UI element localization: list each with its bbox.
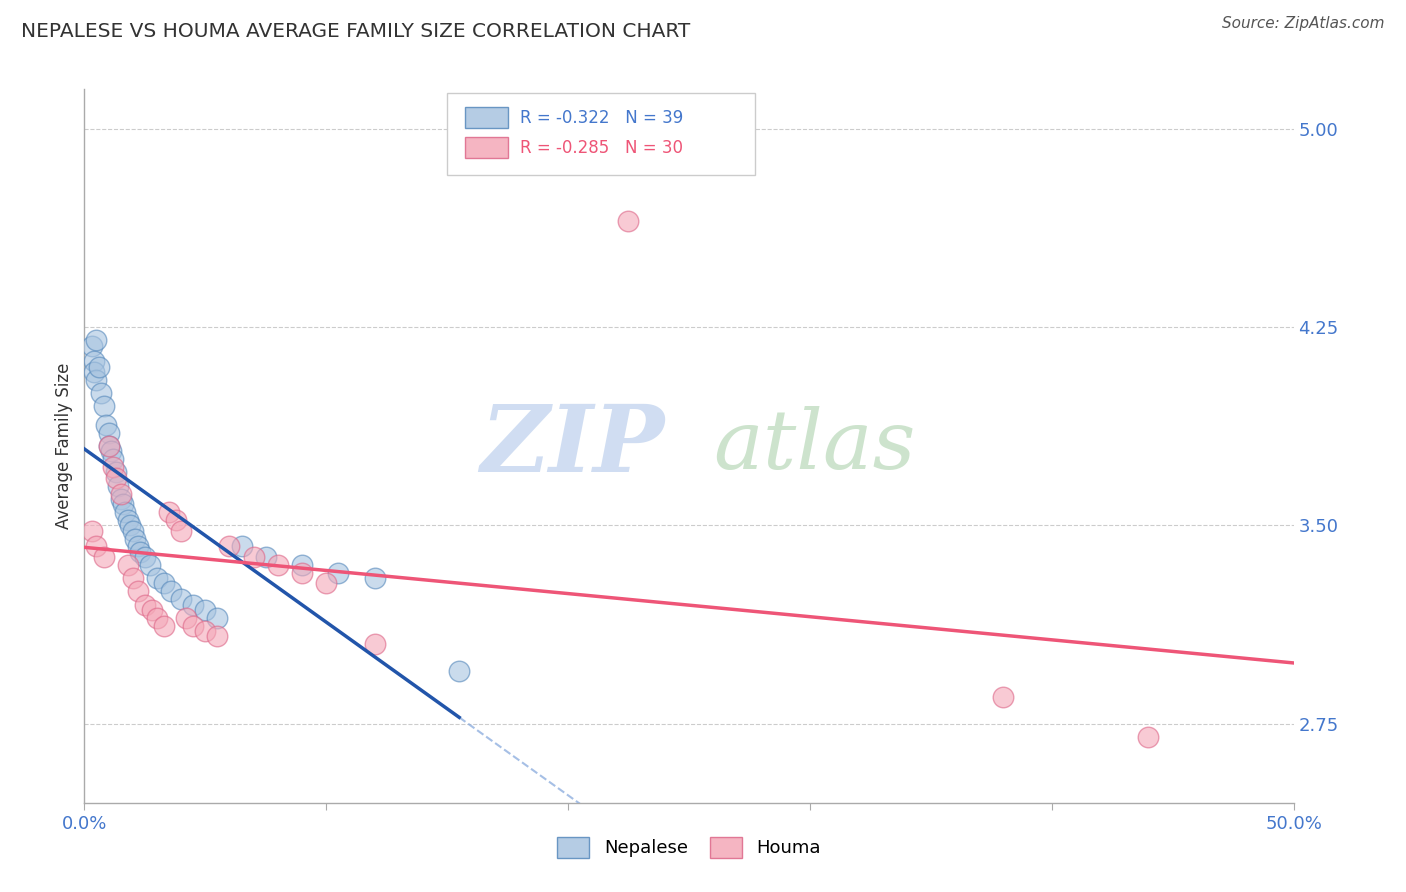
Point — [449, 664, 471, 678]
Point — [242, 549, 264, 564]
Point — [86, 373, 108, 387]
Point — [121, 524, 143, 538]
Point — [146, 611, 169, 625]
Point — [90, 386, 112, 401]
Point — [100, 444, 122, 458]
Point — [160, 584, 183, 599]
Point — [94, 417, 117, 432]
Point — [86, 540, 108, 554]
Point — [146, 571, 169, 585]
Point — [124, 532, 146, 546]
Point — [153, 576, 176, 591]
Point — [97, 439, 120, 453]
Point — [127, 584, 149, 599]
Point — [86, 333, 108, 347]
Point — [120, 518, 142, 533]
Point — [80, 338, 103, 352]
Point — [107, 478, 129, 492]
Point — [117, 558, 139, 572]
Point — [117, 513, 139, 527]
Point — [93, 549, 115, 564]
Point — [83, 365, 105, 379]
Point — [207, 611, 229, 625]
Point — [207, 629, 229, 643]
FancyBboxPatch shape — [465, 137, 508, 159]
Point — [157, 505, 180, 519]
Point — [129, 545, 152, 559]
Point — [134, 598, 156, 612]
Point — [363, 637, 385, 651]
Point — [328, 566, 350, 580]
Point — [80, 524, 103, 538]
Text: ZIP: ZIP — [481, 401, 665, 491]
Point — [153, 618, 176, 632]
Point — [181, 598, 204, 612]
Point — [93, 400, 115, 414]
Point — [104, 471, 127, 485]
Point — [181, 618, 204, 632]
Point — [315, 576, 337, 591]
Point — [170, 524, 193, 538]
Point — [617, 214, 640, 228]
Point — [114, 505, 136, 519]
Point — [97, 439, 120, 453]
Point — [231, 540, 253, 554]
Point — [134, 549, 156, 564]
Text: atlas: atlas — [713, 406, 915, 486]
Text: R = -0.285   N = 30: R = -0.285 N = 30 — [520, 139, 683, 157]
Point — [254, 549, 277, 564]
Point — [194, 624, 217, 638]
Point — [1137, 730, 1160, 744]
Text: NEPALESE VS HOUMA AVERAGE FAMILY SIZE CORRELATION CHART: NEPALESE VS HOUMA AVERAGE FAMILY SIZE CO… — [21, 22, 690, 41]
Point — [83, 354, 105, 368]
Point — [291, 558, 314, 572]
Point — [87, 359, 110, 374]
Point — [363, 571, 385, 585]
Point — [138, 558, 160, 572]
Point — [267, 558, 290, 572]
Point — [103, 460, 125, 475]
Point — [121, 571, 143, 585]
Legend: Nepalese, Houma: Nepalese, Houma — [550, 830, 828, 865]
Point — [993, 690, 1015, 704]
Y-axis label: Average Family Size: Average Family Size — [55, 363, 73, 529]
Point — [170, 592, 193, 607]
Text: Source: ZipAtlas.com: Source: ZipAtlas.com — [1222, 16, 1385, 31]
Point — [291, 566, 314, 580]
Text: R = -0.322   N = 39: R = -0.322 N = 39 — [520, 109, 683, 127]
Point — [97, 425, 120, 440]
Point — [141, 603, 163, 617]
Point — [103, 452, 125, 467]
Point — [110, 486, 132, 500]
FancyBboxPatch shape — [447, 93, 755, 175]
FancyBboxPatch shape — [465, 107, 508, 128]
Point — [218, 540, 240, 554]
Point — [112, 497, 135, 511]
Point — [110, 491, 132, 506]
Point — [165, 513, 187, 527]
Point — [104, 466, 127, 480]
Point — [127, 540, 149, 554]
Point — [194, 603, 217, 617]
Point — [174, 611, 197, 625]
